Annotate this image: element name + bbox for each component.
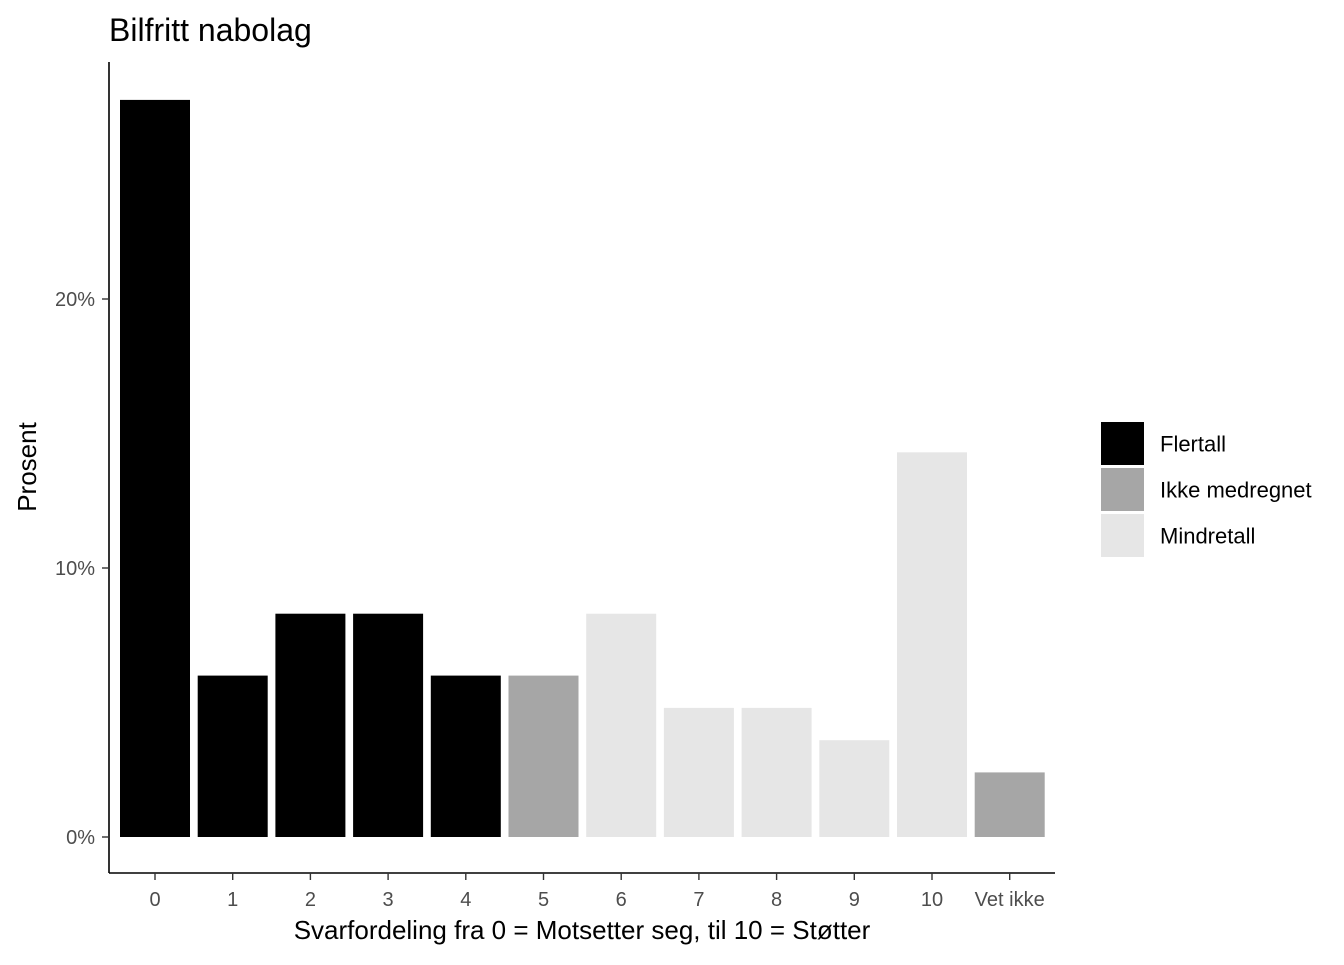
- x-ticks-group: 0 1 2 3 4 5 6 7 8 9 10 Vet ikke: [149, 873, 1045, 911]
- x-tick-label: 1: [227, 889, 238, 911]
- legend: Flertall Ikke medregnet Mindretall: [1101, 422, 1312, 557]
- bar-10: [897, 452, 967, 837]
- bar-5: [508, 675, 579, 837]
- x-tick-label: 7: [693, 889, 704, 911]
- x-tick-label: 6: [616, 889, 627, 911]
- x-tick-label: 9: [849, 889, 860, 911]
- bar-1: [197, 675, 268, 837]
- x-tick-label: 5: [538, 889, 549, 911]
- bar-9: [819, 740, 890, 837]
- bar-0: [120, 99, 190, 837]
- x-tick-label: 10: [921, 889, 943, 911]
- x-tick-label: 2: [305, 889, 316, 911]
- legend-key-flertall: [1101, 422, 1144, 465]
- bar-8: [741, 707, 812, 837]
- x-axis-title: Svarfordeling fra 0 = Motsetter seg, til…: [294, 915, 871, 945]
- legend-key-mindretall: [1101, 514, 1144, 557]
- x-tick-label: 8: [771, 889, 782, 911]
- legend-label: Flertall: [1160, 432, 1226, 457]
- bar-4: [430, 675, 501, 837]
- bar-6: [586, 613, 657, 837]
- bars-group: [120, 99, 1045, 837]
- x-tick-label: 0: [149, 889, 160, 911]
- x-tick-label: 3: [383, 889, 394, 911]
- y-ticks-group: 0% 10% 20%: [55, 289, 109, 849]
- y-tick-label: 10%: [55, 558, 95, 580]
- bar-7: [663, 707, 734, 837]
- legend-label: Ikke medregnet: [1160, 478, 1312, 503]
- bar-2: [275, 613, 346, 837]
- bar-3: [353, 613, 424, 837]
- y-axis-title: Prosent: [12, 421, 42, 511]
- y-tick-label: 0%: [66, 827, 95, 849]
- legend-key-ikke-medregnet: [1101, 468, 1144, 511]
- y-tick-label: 20%: [55, 289, 95, 311]
- chart-title: Bilfritt nabolag: [109, 12, 312, 48]
- legend-label: Mindretall: [1160, 524, 1255, 549]
- x-tick-label: 4: [460, 889, 471, 911]
- x-tick-label: Vet ikke: [975, 889, 1045, 911]
- bar-vet-ikke: [974, 772, 1045, 837]
